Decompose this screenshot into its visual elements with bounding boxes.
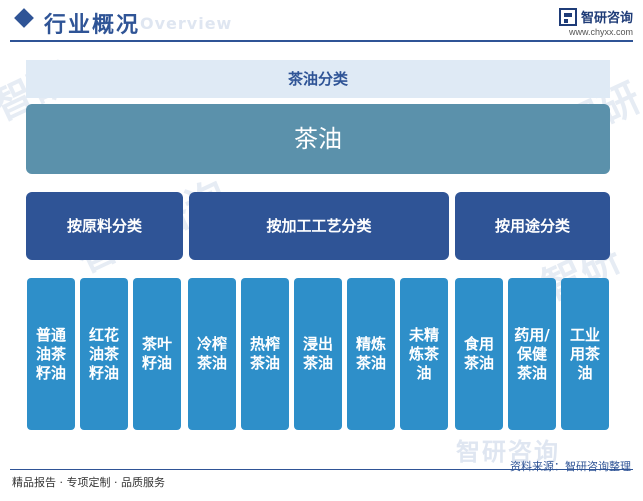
diamond-icon — [14, 8, 34, 28]
page-subtitle-en: Overview — [140, 14, 233, 33]
item-node: 精炼茶油 — [347, 278, 395, 430]
item-node: 未精炼茶油 — [400, 278, 448, 430]
page-header: 行业概况 Overview 智研咨询 www.chyxx.com — [0, 0, 643, 46]
item-node: 茶叶籽油 — [133, 278, 181, 430]
item-node: 普通油茶籽油 — [27, 278, 75, 430]
brand-logo-icon — [558, 7, 577, 26]
item-label: 红花油茶籽油 — [88, 325, 119, 382]
page-title: 行业概况 — [44, 13, 141, 38]
item-label: 工业用茶油 — [569, 325, 600, 382]
category-raw-material: 按原料分类 — [26, 192, 183, 260]
item-label: 浸出茶油 — [302, 335, 333, 372]
item-node: 工业用茶油 — [561, 278, 609, 430]
item-node: 药用/保健茶油 — [508, 278, 556, 430]
header-divider — [10, 40, 633, 42]
category-process: 按加工工艺分类 — [189, 192, 449, 260]
category-usage: 按用途分类 — [455, 192, 610, 260]
item-node: 热榨茶油 — [241, 278, 289, 430]
source-note: 资料来源：智研咨询整理 — [510, 460, 631, 473]
item-label: 茶叶籽油 — [141, 335, 172, 372]
brand: 智研咨询 www.chyxx.com — [558, 7, 633, 37]
item-node: 食用茶油 — [455, 278, 503, 430]
brand-name: 智研咨询 — [580, 11, 633, 26]
item-node: 浸出茶油 — [294, 278, 342, 430]
item-node: 冷榨茶油 — [188, 278, 236, 430]
band-title: 茶油分类 — [287, 70, 348, 88]
root-node: 茶油 — [26, 104, 610, 174]
brand-url: www.chyxx.com — [568, 27, 633, 37]
item-label: 精炼茶油 — [355, 335, 386, 372]
item-label: 食用茶油 — [463, 335, 494, 372]
item-node: 红花油茶籽油 — [80, 278, 128, 430]
footer-divider — [10, 469, 633, 470]
item-label: 冷榨茶油 — [196, 335, 227, 372]
classification-band: 茶油分类 — [26, 60, 610, 98]
footer-watermark: 智研咨询 — [456, 438, 560, 466]
item-label: 未精炼茶油 — [408, 325, 439, 382]
item-label: 药用/保健茶油 — [514, 325, 550, 382]
item-label: 普通油茶籽油 — [35, 325, 66, 382]
footer-slogan: 精品报告 · 专项定制 · 品质服务 — [12, 476, 165, 489]
item-label: 热榨茶油 — [249, 335, 280, 372]
